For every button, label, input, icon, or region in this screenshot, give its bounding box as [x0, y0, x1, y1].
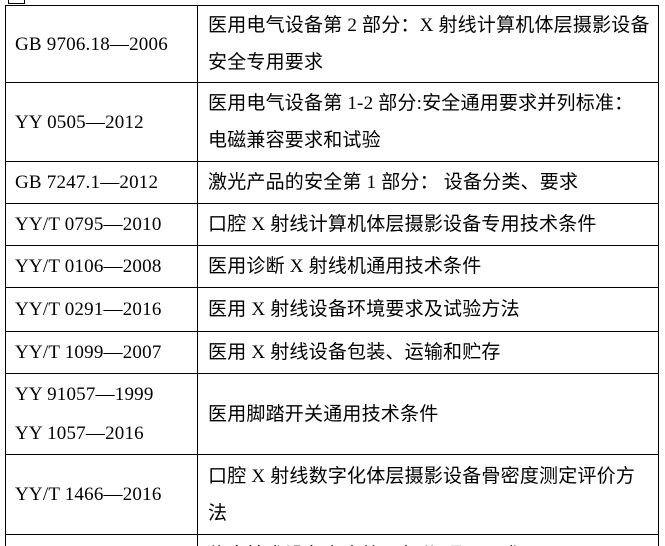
standard-code-cell: YY 0505—2012 — [5, 82, 198, 162]
standard-code-cell: YY/T 0795—2010 — [5, 203, 198, 246]
standard-code-cell: YY/T 0106—2008 — [5, 245, 198, 288]
table-row: YY 91057—1999 YY 1057—2016 医用脚踏开关通用技术条件 — [5, 373, 659, 455]
table-row: YY/T 1466—2016 口腔 X 射线数字化体层摄影设备骨密度测定评价方法 — [5, 454, 659, 535]
table-row: YY/T 0106—2008 医用诊断 X 射线机通用技术条件 — [5, 245, 659, 288]
table-row: GB 9706.18—2006 医用电气设备第 2 部分：X 射线计算机体层摄影… — [5, 5, 659, 83]
table-row: GB 7247.1—2012 激光产品的安全第 1 部分： 设备分类、要求 — [5, 161, 659, 204]
standard-title-cell: 医用诊断 X 射线机通用技术条件 — [197, 245, 659, 288]
standard-code-cell: GB 7247.1—2012 — [5, 161, 198, 204]
table-row: YY 0505—2012 医用电气设备第 1-2 部分:安全通用要求并列标准：电… — [5, 82, 659, 162]
standard-title-cell: 医用脚踏开关通用技术条件 — [197, 373, 659, 455]
standard-code-cell: YY/T 1099—2007 — [5, 331, 198, 374]
standard-title-cell: 口腔 X 射线数字化体层摄影设备骨密度测定评价方法 — [197, 454, 659, 535]
table-row: GB 4943.1—2011 信息技术设备安全第 1 部分:通用要求 — [5, 534, 659, 546]
cut-off-row-fragment — [8, 0, 25, 4]
table-row: YY/T 0291—2016 医用 X 射线设备环境要求及试验方法 — [5, 287, 659, 332]
standard-title-cell: 医用 X 射线设备包装、运输和贮存 — [197, 331, 659, 374]
standard-code-cell: GB 9706.18—2006 — [5, 5, 198, 83]
standard-title-cell: 信息技术设备安全第 1 部分:通用要求 — [197, 534, 659, 546]
standard-title-cell: 口腔 X 射线计算机体层摄影设备专用技术条件 — [197, 203, 659, 246]
table-row: YY/T 1099—2007 医用 X 射线设备包装、运输和贮存 — [5, 331, 659, 374]
standard-code-cell: YY/T 0291—2016 — [5, 287, 198, 332]
standard-title-cell: 医用 X 射线设备环境要求及试验方法 — [197, 287, 659, 332]
table-row: YY/T 0795—2010 口腔 X 射线计算机体层摄影设备专用技术条件 — [5, 203, 659, 246]
standard-title-cell: 医用电气设备第 2 部分：X 射线计算机体层摄影设备安全专用要求 — [197, 5, 659, 83]
standard-title-cell: 激光产品的安全第 1 部分： 设备分类、要求 — [197, 161, 659, 204]
standards-table: GB 9706.18—2006 医用电气设备第 2 部分：X 射线计算机体层摄影… — [5, 5, 659, 546]
standard-code-cell: YY 91057—1999 YY 1057—2016 — [5, 373, 198, 455]
standard-code-cell: GB 4943.1—2011 — [5, 534, 198, 546]
standard-title-cell: 医用电气设备第 1-2 部分:安全通用要求并列标准：电磁兼容要求和试验 — [197, 82, 659, 162]
standard-code-cell: YY/T 1466—2016 — [5, 454, 198, 535]
